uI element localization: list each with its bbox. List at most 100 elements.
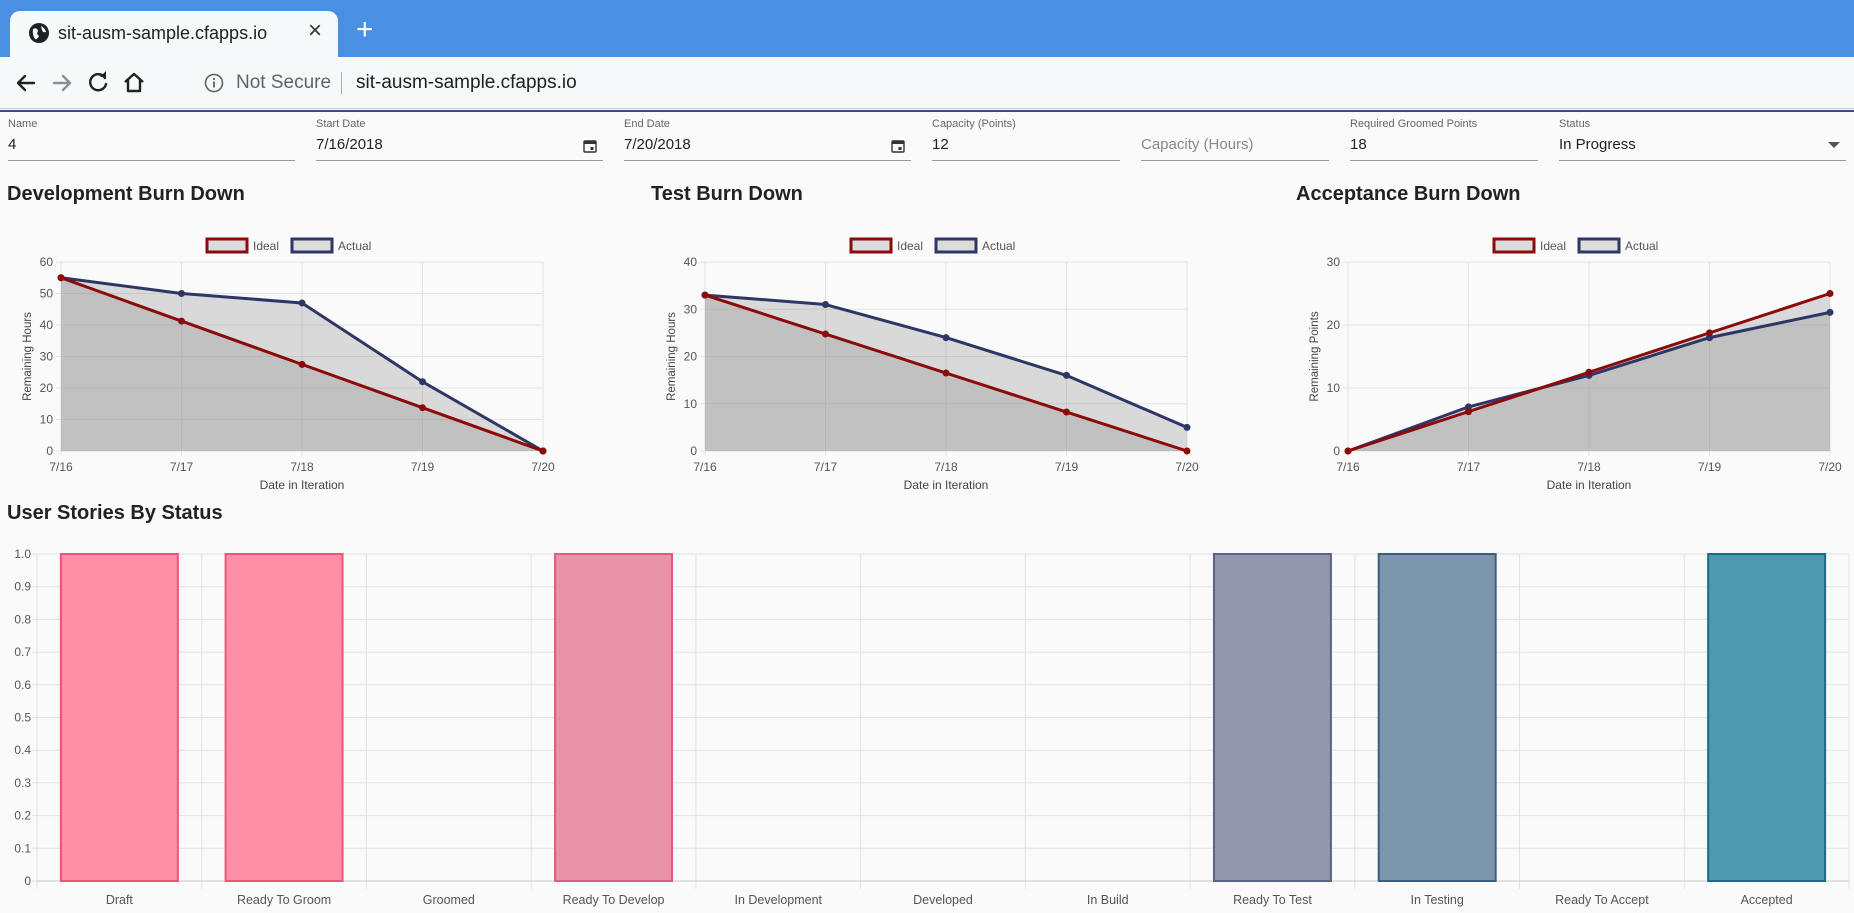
x-axis-label: Date in Iteration [1547, 478, 1632, 492]
data-point [1344, 447, 1352, 455]
back-icon[interactable] [10, 67, 42, 99]
data-point [298, 299, 306, 307]
legend-swatch [1577, 237, 1621, 254]
reload-icon[interactable] [82, 67, 114, 99]
data-point [1183, 447, 1191, 455]
required-groomed-field[interactable]: Required Groomed Points 18 [1350, 116, 1538, 161]
legend-label: Ideal [1540, 239, 1566, 253]
data-point [1706, 329, 1713, 337]
y-tick-label: 0.8 [14, 612, 31, 626]
data-point [701, 291, 709, 299]
field-underline [624, 160, 911, 161]
new-tab-icon[interactable]: + [356, 13, 374, 46]
data-point [1183, 423, 1191, 431]
x-tick-label: Ready To Test [1233, 893, 1312, 907]
end-date-field[interactable]: End Date 7/20/2018 [624, 116, 911, 161]
name-field[interactable]: Name 4 [8, 116, 295, 161]
acceptance-burndown-chart: 0 10 20 30 7/16 7/17 7/18 7/19 7/20 Date in Itera… [1309, 237, 1842, 492]
x-tick-label: Accepted [1741, 893, 1793, 907]
tab-title: sit-ausm-sample.cfapps.io [58, 23, 268, 43]
x-tick-label: 7/20 [1818, 460, 1842, 474]
data-point [942, 334, 950, 342]
x-tick-label: 7/17 [170, 460, 194, 474]
required-groomed-value[interactable]: 18 [1350, 136, 1367, 153]
status-select[interactable]: Status In Progress [1559, 116, 1846, 161]
browser-tab-bar: sit-ausm-sample.cfapps.io × + [0, 0, 1854, 57]
field-underline [1350, 160, 1538, 161]
start-date-field[interactable]: Start Date 7/16/2018 [316, 116, 603, 161]
dev-burndown-title: Development Burn Down [7, 183, 245, 205]
y-tick-label: 50 [40, 287, 54, 301]
close-tab-icon[interactable]: × [308, 17, 323, 44]
legend-label: Ideal [897, 239, 923, 253]
capacity-hours-field[interactable]: Capacity (Hours) [1141, 116, 1329, 161]
end-date-value[interactable]: 7/20/2018 [624, 136, 691, 153]
x-tick-label: 7/16 [693, 460, 717, 474]
browser-toolbar: Not Secure sit-ausm-sample.cfapps.io [0, 57, 1854, 109]
y-tick-label: 40 [684, 255, 698, 269]
status-value[interactable]: In Progress [1559, 136, 1636, 153]
address-bar[interactable]: Not Secure sit-ausm-sample.cfapps.io [192, 63, 1842, 103]
start-date-value[interactable]: 7/16/2018 [316, 136, 383, 153]
field-underline [316, 160, 603, 161]
calendar-icon[interactable] [583, 139, 597, 153]
data-point [419, 378, 426, 386]
x-tick-label: 7/17 [814, 460, 838, 474]
legend-label: Actual [338, 239, 371, 253]
legend-swatch [849, 237, 893, 254]
x-tick-label: 7/20 [531, 460, 555, 474]
bar [1707, 553, 1827, 882]
y-tick-label: 10 [1327, 381, 1341, 395]
x-tick-label: Ready To Groom [237, 893, 331, 907]
x-tick-label: Developed [913, 893, 973, 907]
y-tick-label: 30 [1327, 255, 1341, 269]
x-tick-label: 7/16 [1336, 460, 1360, 474]
legend-label: Ideal [253, 239, 279, 253]
test-burndown-title: Test Burn Down [651, 183, 803, 205]
legend-label: Actual [982, 239, 1015, 253]
data-point [1465, 408, 1472, 416]
y-tick-label: 0.1 [14, 841, 31, 855]
x-tick-label: 7/19 [411, 460, 435, 474]
bar [224, 553, 344, 882]
globe-icon [29, 23, 49, 43]
data-point [822, 301, 829, 309]
series-area [1348, 312, 1830, 451]
data-point [178, 317, 185, 325]
dropdown-caret-icon[interactable] [1828, 142, 1840, 148]
x-tick-label: Draft [106, 893, 134, 907]
x-tick-label: 7/19 [1698, 460, 1722, 474]
capacity-points-field[interactable]: Capacity (Points) 12 [932, 116, 1120, 161]
data-point [298, 360, 306, 368]
legend-swatch [205, 237, 249, 254]
y-tick-label: 30 [684, 302, 698, 316]
y-tick-label: 20 [40, 381, 54, 395]
browser-tab[interactable]: sit-ausm-sample.cfapps.io × [10, 11, 338, 57]
capacity-points-label: Capacity (Points) [932, 118, 1016, 130]
toolbar-underline [0, 110, 1854, 112]
data-point [1063, 408, 1070, 416]
name-value[interactable]: 4 [8, 136, 17, 153]
name-label: Name [8, 118, 38, 130]
x-tick-label: In Build [1087, 893, 1129, 907]
field-underline [1559, 160, 1846, 161]
x-tick-label: 7/17 [1457, 460, 1481, 474]
y-axis-label: Remaining Points [1309, 311, 1321, 401]
x-tick-label: 7/16 [49, 460, 73, 474]
y-tick-label: 0 [1333, 444, 1340, 458]
x-axis-label: Date in Iteration [260, 478, 345, 492]
y-tick-label: 20 [684, 350, 698, 364]
home-icon[interactable] [118, 67, 150, 99]
y-tick-label: 0 [46, 444, 53, 458]
capacity-hours-placeholder[interactable]: Capacity (Hours) [1141, 136, 1254, 153]
x-tick-label: In Development [734, 893, 822, 907]
calendar-icon[interactable] [891, 139, 905, 153]
address-divider [341, 72, 342, 94]
forward-icon[interactable] [46, 67, 78, 99]
capacity-points-value[interactable]: 12 [932, 136, 949, 153]
y-tick-label: 0 [690, 444, 697, 458]
info-icon[interactable] [204, 73, 224, 93]
url-text[interactable]: sit-ausm-sample.cfapps.io [356, 72, 577, 93]
y-tick-label: 10 [684, 397, 698, 411]
x-tick-label: 7/20 [1175, 460, 1199, 474]
